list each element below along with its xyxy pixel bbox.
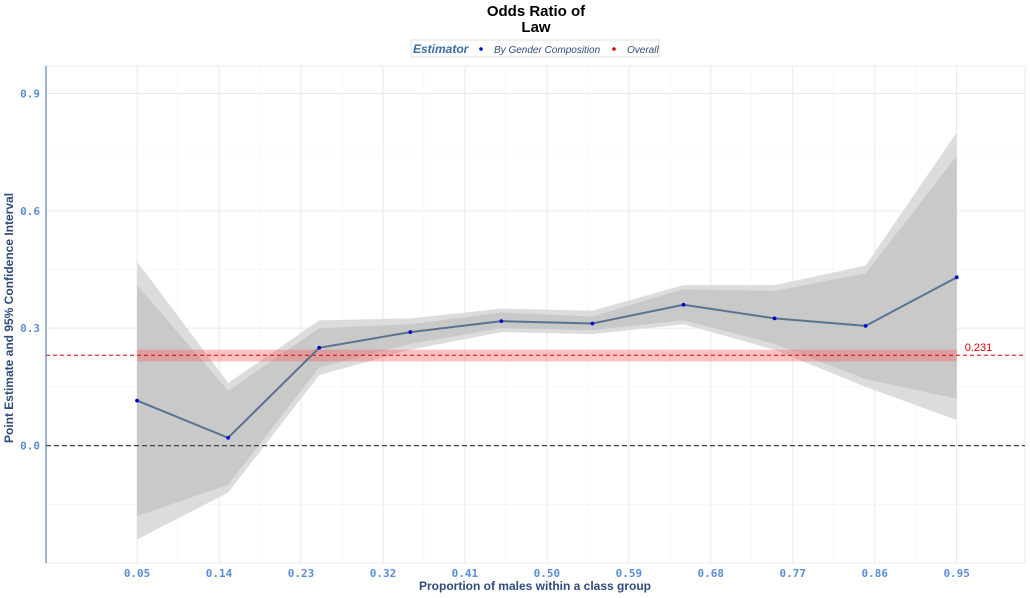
data-point <box>499 319 504 324</box>
series-line <box>136 276 958 439</box>
data-point <box>408 330 413 335</box>
legend-marker-by-gender <box>479 47 483 51</box>
data-point <box>135 398 139 403</box>
reference-lines: 0.231 <box>46 342 1025 447</box>
x-tick-label: 0.41 <box>452 567 479 580</box>
data-point <box>226 435 231 440</box>
x-tick-label: 0.68 <box>698 567 725 580</box>
chart-title-line-2: Law <box>521 19 551 36</box>
y-tick-label: 0.0 <box>20 440 40 453</box>
chart-title-line-1: Odds Ratio of <box>487 3 586 20</box>
series <box>135 275 959 440</box>
legend-marker-overall <box>612 47 616 51</box>
data-point <box>590 321 595 326</box>
x-tick-label: 0.59 <box>616 567 643 580</box>
y-tick-label: 0.9 <box>20 87 40 100</box>
overall-value-label: 0.231 <box>965 342 993 354</box>
data-point <box>317 345 322 350</box>
legend: Estimator By Gender Composition Overall <box>410 39 660 58</box>
data-point <box>863 323 868 328</box>
legend-label-overall: Overall <box>627 45 659 56</box>
data-point <box>772 316 777 321</box>
legend-box <box>410 39 660 58</box>
y-tick-label: 0.6 <box>20 205 40 218</box>
x-tick-label: 0.23 <box>288 567 315 580</box>
x-tick-label: 0.32 <box>370 567 397 580</box>
legend-label-by-gender: By Gender Composition <box>494 45 601 56</box>
y-tick-label: 0.3 <box>20 322 40 335</box>
x-tick-label: 0.95 <box>943 567 970 580</box>
x-tick-label: 0.50 <box>534 567 561 580</box>
axes: 0.0 0.3 0.6 0.9 0.05 0.14 0.23 0.32 0.41 0.50 0.59… <box>20 66 970 580</box>
y-axis-title: Point Estimate and 95% Confidence Interv… <box>2 193 16 443</box>
legend-title: Estimator <box>413 42 470 56</box>
ci90-band <box>137 156 957 517</box>
data-point <box>954 275 959 280</box>
x-tick-label: 0.05 <box>124 567 151 580</box>
x-axis-title: Proportion of males within a class group <box>419 579 651 593</box>
data-point <box>681 302 686 307</box>
x-tick-label: 0.86 <box>861 567 888 580</box>
x-tick-label: 0.14 <box>206 567 233 580</box>
x-tick-label: 0.77 <box>780 567 807 580</box>
confidence-bands <box>137 132 957 540</box>
